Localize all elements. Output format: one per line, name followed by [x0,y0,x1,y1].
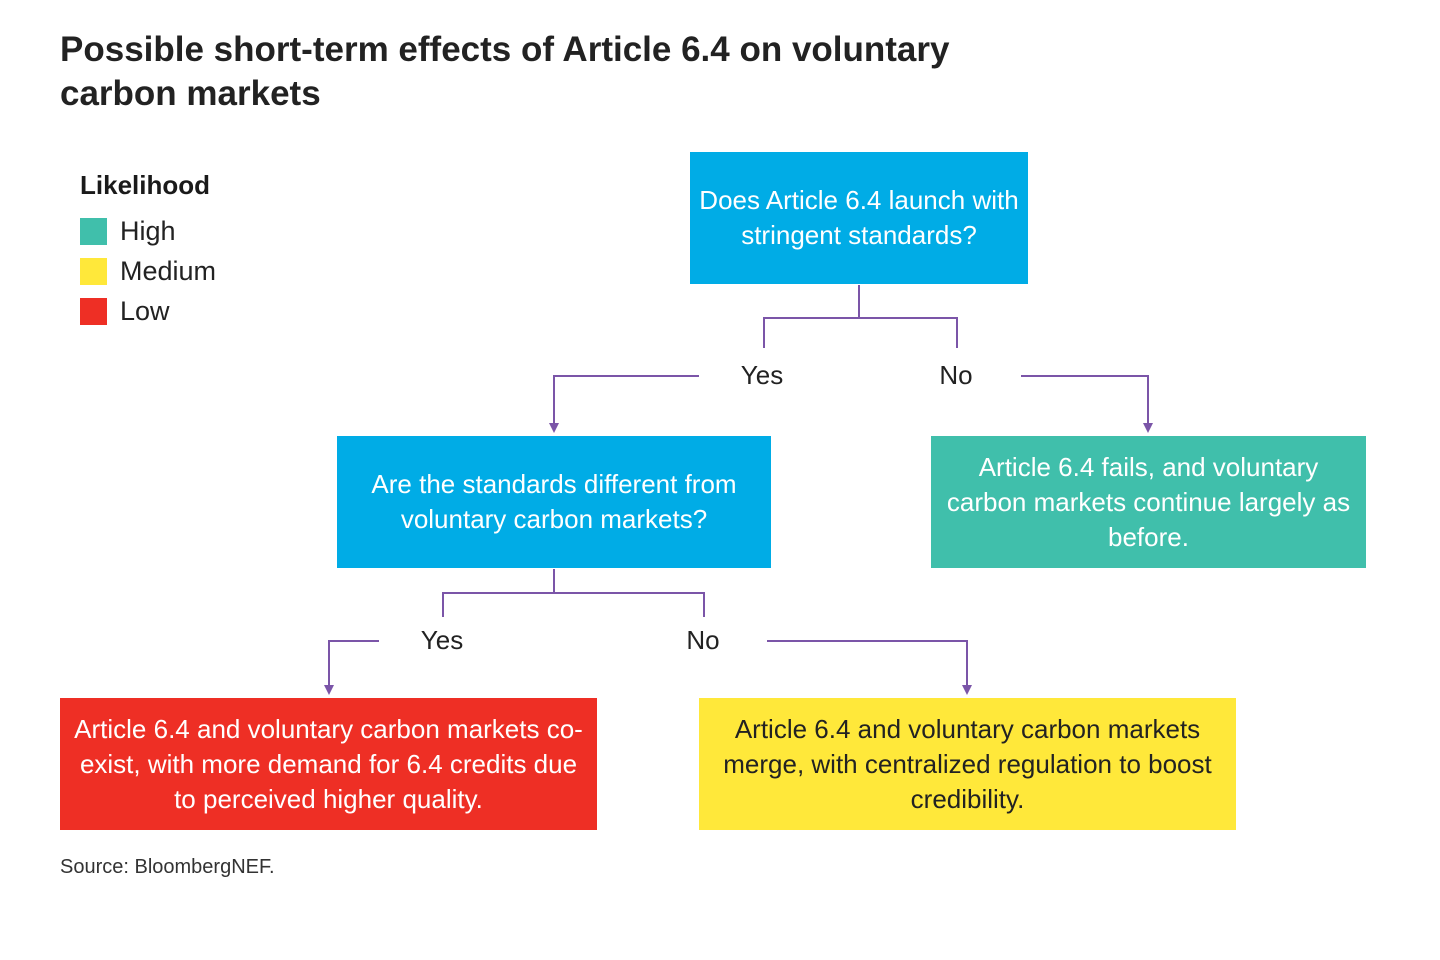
question-stringent-standards: Does Article 6.4 launch with stringent s… [690,152,1028,284]
branch-label-q2-yes: Yes [420,625,464,655]
q1-yes-arrow [549,375,699,433]
q1-no-arrow [1021,375,1153,433]
legend-title: Likelihood [80,170,210,200]
outcome-fails-high: Article 6.4 fails, and voluntary carbon … [931,436,1366,568]
legend-swatch-high [80,217,107,245]
legend-item-high: High [80,211,216,251]
q2-no-arrow [767,640,972,695]
chart-title: Possible short-term effects of Article 6… [60,30,950,113]
legend-swatch-low [80,297,107,325]
legend-label-high: High [120,215,176,246]
q2-split-connector-right [554,592,705,617]
legend-item-low: Low [80,291,216,331]
legend-item-medium: Medium [80,251,216,291]
q2-split-connector [442,569,555,617]
likelihood-legend: Likelihood High Medium Low [80,170,216,331]
q1-split-connector-right [859,317,958,348]
outcome-merge-medium: Article 6.4 and voluntary carbon markets… [699,698,1236,830]
branch-label-q1-no: No [939,360,973,390]
outcome-coexist-low: Article 6.4 and voluntary carbon markets… [60,698,597,830]
question-standards-different: Are the standards different from volunta… [337,436,771,568]
q2-yes-arrow [324,640,379,695]
legend-label-medium: Medium [120,255,217,286]
branch-label-q1-yes: Yes [740,360,784,390]
legend-label-low: Low [120,295,170,326]
branch-label-q2-no: No [686,625,720,655]
source-note: Source: BloombergNEF. [60,856,275,878]
legend-swatch-medium [80,257,107,285]
q1-split-connector [763,285,860,348]
